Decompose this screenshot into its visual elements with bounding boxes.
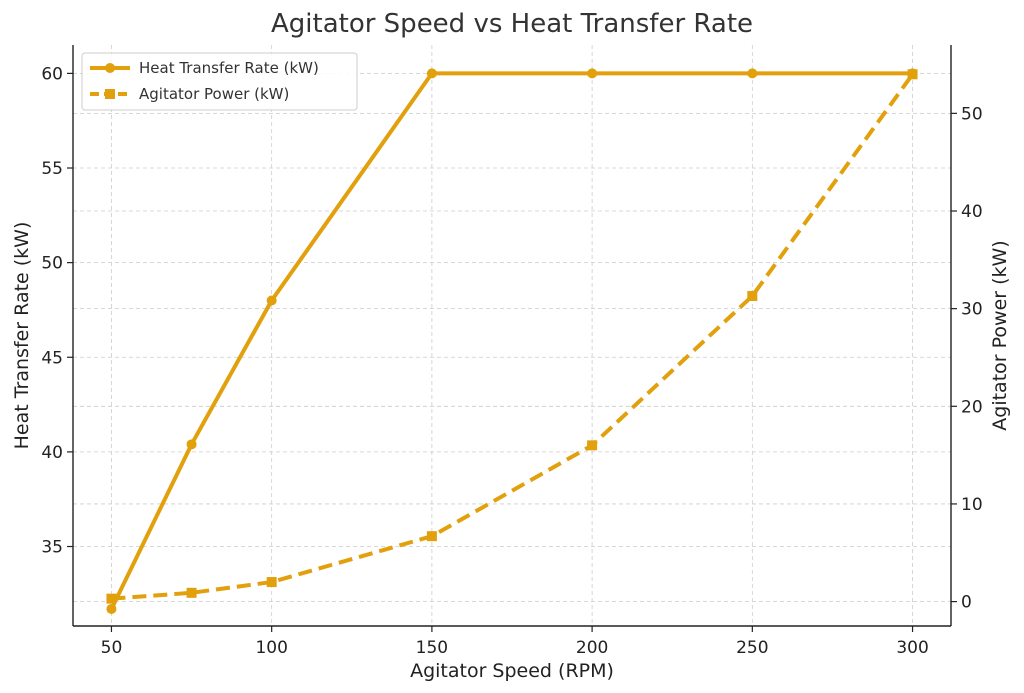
legend: Heat Transfer Rate (kW) Agitator Power (k…	[81, 52, 358, 111]
x-tick-label: 250	[736, 638, 768, 658]
y-axis-title: Heat Transfer Rate (kW)	[11, 222, 33, 450]
data-point-square	[907, 69, 918, 80]
y2-tick-label: 50	[961, 104, 983, 124]
y2-tick-label: 0	[961, 593, 972, 613]
grid-layer	[73, 45, 951, 626]
y2-tick-label: 20	[961, 397, 983, 417]
y2-tick-label: 40	[961, 202, 983, 222]
x-tick-label: 300	[896, 638, 928, 658]
y-tick-label: 50	[41, 254, 63, 274]
data-point-square	[747, 290, 758, 301]
x-tick-label: 200	[576, 638, 608, 658]
data-point-square	[266, 577, 277, 588]
data-point-square	[186, 587, 197, 598]
data-point-circle	[266, 295, 277, 306]
y2-tick-label: 30	[961, 300, 983, 320]
y-tick-label: 40	[41, 443, 63, 463]
chart-title: Agitator Speed vs Heat Transfer Rate	[271, 9, 753, 39]
series-layer	[106, 68, 918, 614]
legend-marker-square	[105, 89, 115, 99]
legend-marker-circle	[105, 63, 115, 73]
data-point-square	[106, 593, 117, 604]
y-tick-label: 35	[41, 538, 63, 558]
legend-label-2: Agitator Power (kW)	[139, 85, 289, 103]
data-point-circle	[587, 68, 598, 79]
data-point-circle	[747, 68, 758, 79]
x-tick-label: 150	[416, 638, 448, 658]
series-line-1	[109, 71, 913, 610]
y-tick-label: 60	[41, 64, 63, 84]
legend-box	[81, 52, 358, 111]
data-point-circle	[426, 68, 437, 79]
y2-axis-title: Agitator Power (kW)	[989, 240, 1011, 430]
data-point-circle	[106, 603, 117, 614]
x-axis-title: Agitator Speed (RPM)	[410, 660, 614, 682]
x-tick-label: 50	[101, 638, 123, 658]
y-tick-label: 55	[41, 159, 63, 179]
y-tick-label: 45	[41, 348, 63, 368]
legend-label-1: Heat Transfer Rate (kW)	[139, 59, 319, 77]
axes-layer: 50 100 150 200 250 300 35 40 45 50 55 60 0 10 20 30 40 50	[41, 45, 983, 658]
x-tick-label: 100	[255, 638, 287, 658]
y2-tick-label: 10	[961, 495, 983, 515]
data-point-circle	[186, 439, 197, 450]
data-point-square	[587, 440, 598, 451]
series-line-2	[111, 73, 915, 601]
data-point-square	[426, 531, 437, 542]
